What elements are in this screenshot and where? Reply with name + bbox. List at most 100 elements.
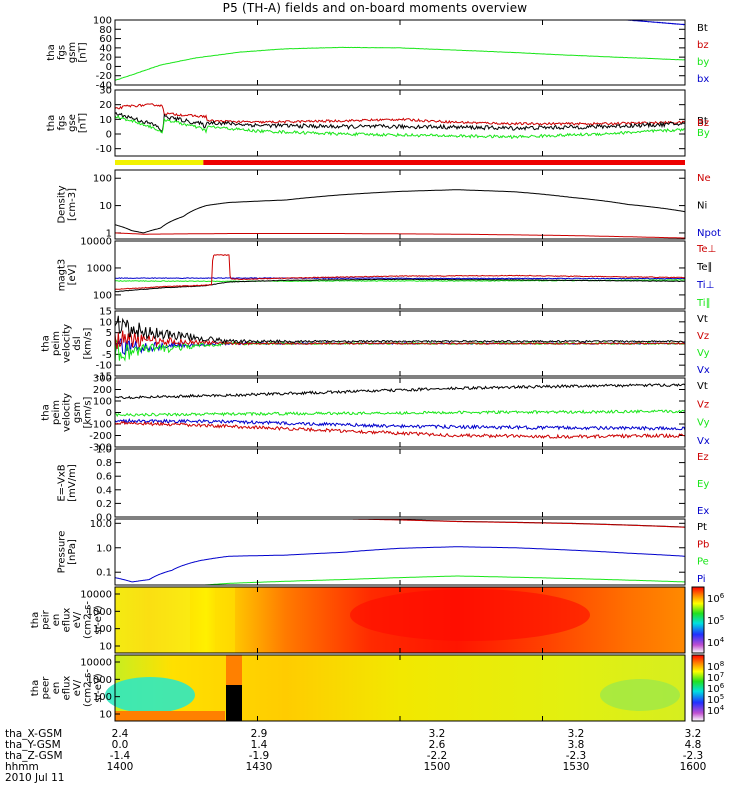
panel-efield: 1.0 0.8 0.6 0.4 0.2 0.0 E=-VxB [mV/m] Ez Ey Ex	[56, 445, 709, 524]
spectrogram-band	[105, 677, 195, 713]
series-vy	[115, 409, 685, 418]
series-vx	[115, 418, 685, 432]
y-tick-label: -40	[96, 81, 112, 92]
spectrogram-band	[226, 655, 242, 685]
y-tick-label: 1.0	[96, 543, 112, 554]
y-tick-label: 20	[99, 53, 112, 64]
footer-value: 0.0	[111, 739, 129, 751]
y-axis-label: tha peim velocity dsl [km/s]	[41, 324, 94, 363]
y-tick-label: 0	[106, 408, 112, 419]
y-tick-label: -10	[96, 361, 112, 372]
y-axis-label-line: tha	[46, 115, 57, 131]
series-bz	[115, 103, 685, 126]
footer-label-hhmm: hhmm	[5, 761, 39, 773]
y-tick-label: 15	[99, 307, 112, 318]
legend-entry: Bt	[697, 23, 708, 34]
y-axis-label-line: gsm	[67, 42, 78, 63]
legend-entry: by	[697, 57, 709, 68]
panel-frame	[114, 240, 686, 310]
legend-entry: Vt	[697, 314, 708, 325]
y-axis-label-line: en	[51, 682, 62, 695]
y-axis-label-line: eflux	[62, 608, 73, 633]
y-tick-label: -15	[96, 372, 112, 383]
legend-entry: Vz	[697, 399, 709, 410]
y-tick-label: 1.0	[96, 445, 112, 456]
series-vz	[115, 330, 685, 350]
footer-label-y-gsm: tha_Y-GSM	[5, 739, 61, 751]
y-axis-label-line: [nT]	[77, 113, 88, 133]
footer-value: 3.2	[684, 728, 702, 740]
footer-value: 3.2	[567, 728, 585, 740]
y-tick-label: 0	[106, 62, 112, 73]
y-tick-label: 30	[99, 86, 112, 97]
spectrogram-band	[115, 711, 225, 721]
y-axis-label-line: peir	[41, 609, 52, 629]
y-axis-label: tha fgs gse [nT]	[46, 113, 89, 133]
series-by	[115, 46, 685, 81]
legend-entry: Ti⊥	[696, 280, 714, 291]
footer-value: -2.3	[565, 750, 587, 762]
y-axis-label-line: [mV/m]	[67, 464, 78, 502]
y-tick-label: -5	[102, 350, 112, 361]
colorbar-tick-label: 106	[707, 682, 725, 695]
footer-value: 2.9	[250, 728, 268, 740]
y-axis-label-line: fgs	[56, 115, 67, 130]
y-axis-label-line: tha	[30, 612, 41, 628]
y-axis-label-line: [nT]	[77, 42, 88, 62]
footer-value: 4.8	[684, 739, 702, 751]
y-axis-label-line: peer	[41, 676, 52, 700]
colorbar-tick-label: 105	[707, 693, 724, 706]
y-axis-label-line: (cm2-s-	[83, 601, 94, 639]
legend-entry: Vx	[697, 436, 710, 447]
y-tick-label: 20	[99, 100, 112, 111]
y-tick-label: 10	[99, 201, 112, 212]
y-axis-label-line: Density	[56, 185, 67, 223]
series-ni	[115, 189, 685, 234]
panel-frame	[114, 19, 686, 86]
y-tick-label: 10	[99, 317, 112, 328]
y-tick-label: -300	[89, 443, 112, 454]
y-axis-label: magt3 [eV]	[56, 259, 78, 292]
y-axis-label-line: eV/	[72, 611, 83, 628]
y-axis-label-line: tha	[41, 404, 52, 420]
legend-entry: Ez	[697, 452, 709, 463]
y-axis-label: Pressure [nPa]	[56, 531, 78, 574]
y-tick-label: 10	[99, 115, 112, 126]
y-tick-label: 100	[93, 290, 112, 301]
footer-value: 3.2	[428, 728, 446, 740]
quality-flag-bar	[203, 160, 685, 165]
footer-value: 1530	[562, 761, 590, 773]
legend-entry: Vt	[697, 381, 708, 392]
y-axis-label-line: tha	[46, 44, 57, 60]
y-axis-label: tha peir en eflux eV/(cm2-s-sr-eV)	[30, 601, 104, 639]
series-ne	[115, 232, 685, 239]
y-tick-label: -10	[96, 144, 112, 155]
y-axis-label-line: sr-eV)	[93, 673, 104, 702]
footer-value: -1.4	[109, 750, 131, 762]
colorbar	[691, 654, 705, 722]
y-tick-label: 200	[93, 385, 112, 396]
footer-value: 1430	[245, 761, 273, 773]
y-axis-label-line: (cm2-s-	[83, 669, 94, 707]
plot-title: P5 (TH-A) fields and on-board moments ov…	[222, 1, 528, 15]
y-axis-label: E=-VxB [mV/m]	[56, 464, 78, 502]
y-axis-label-line: [km/s]	[83, 327, 94, 359]
y-tick-label: 0.8	[96, 458, 112, 469]
y-axis-label-line: Pressure	[56, 531, 67, 574]
y-tick-label: 100	[93, 174, 112, 185]
y-tick-label: -20	[96, 71, 112, 82]
legend-entry: Pe	[697, 557, 709, 568]
y-tick-label: 10	[99, 710, 112, 721]
footer-value: 1400	[106, 761, 134, 773]
colorbar	[691, 586, 705, 654]
y-axis-label-line: tha	[30, 680, 41, 696]
colorbar-tick-label: 106	[707, 592, 725, 605]
y-tick-label: 0.6	[96, 472, 112, 483]
y-axis-label-line: sr-eV)	[93, 605, 104, 634]
ephemeris-footer: tha_X-GSM tha_Y-GSM tha_Z-GSM hhmm 2010 …	[5, 729, 745, 799]
series-bt	[115, 111, 685, 133]
colorbar-tick-label: 104	[707, 704, 725, 717]
panel-pressure: 10.0 1.0 0.1 Pressure [nPa] Pt Pb Pe Pi	[56, 518, 709, 586]
series-by	[115, 115, 685, 140]
quality-flag-bar	[115, 160, 204, 165]
